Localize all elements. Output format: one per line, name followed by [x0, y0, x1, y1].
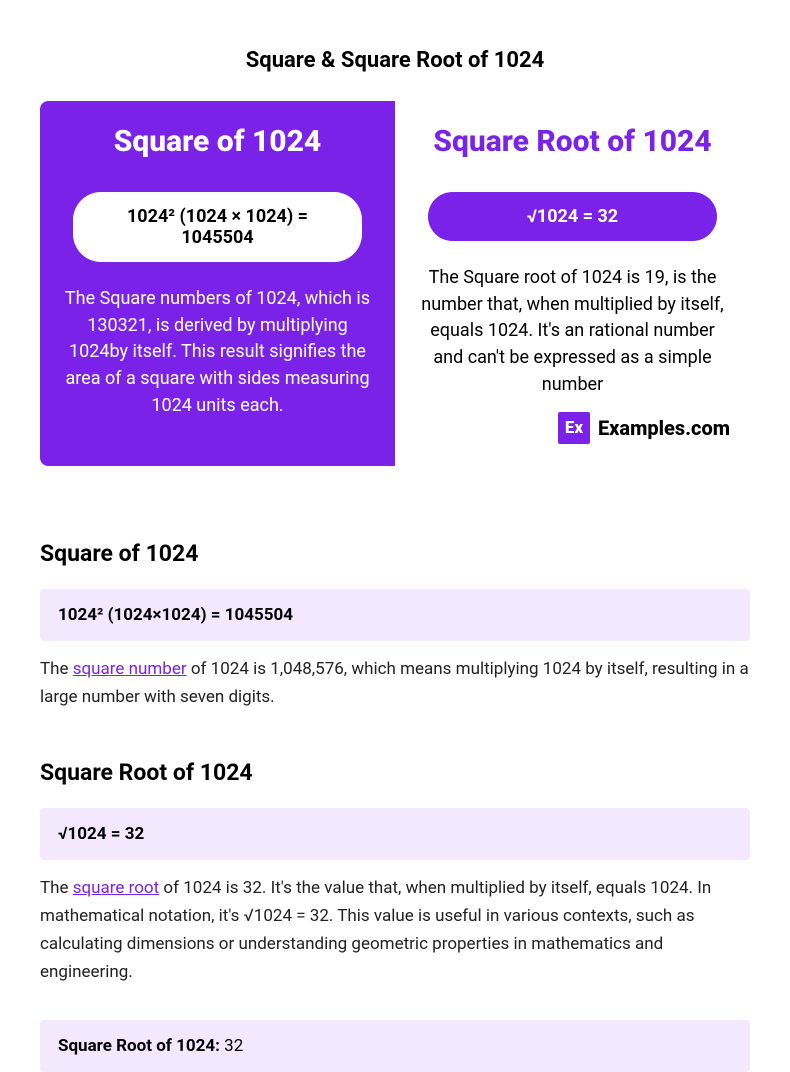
square-section: Square of 1024 1024² (1024×1024) = 10455… — [40, 540, 750, 711]
square-highlight-box: 1024² (1024×1024) = 1045504 — [40, 589, 750, 641]
root-result-label: Square Root of 1024: — [58, 1036, 224, 1056]
square-card: Square of 1024 1024² (1024 × 1024) = 104… — [40, 101, 395, 466]
root-section-heading: Square Root of 1024 — [40, 759, 750, 786]
page-title: Square & Square Root of 1024 — [40, 48, 750, 73]
square-root-link[interactable]: square root — [73, 878, 159, 898]
brand-row: Ex Examples.com — [415, 412, 730, 444]
root-body-before: The — [40, 878, 73, 898]
root-formula-pill: √1024 = 32 — [428, 192, 718, 241]
root-section: Square Root of 1024 √1024 = 32 The squar… — [40, 759, 750, 1072]
root-card: Square Root of 1024 √1024 = 32 The Squar… — [395, 101, 750, 466]
root-result-box: Square Root of 1024: 32 — [40, 1020, 750, 1072]
square-formula-pill: 1024² (1024 × 1024) = 1045504 — [73, 192, 363, 262]
root-highlight-box: √1024 = 32 — [40, 808, 750, 860]
cards-container: Square of 1024 1024² (1024 × 1024) = 104… — [40, 101, 750, 466]
square-section-heading: Square of 1024 — [40, 540, 750, 567]
brand-text: Examples.com — [598, 416, 730, 440]
root-result-value: 32 — [224, 1036, 243, 1056]
root-card-title: Square Root of 1024 — [433, 125, 711, 158]
square-card-desc: The Square numbers of 1024, which is 130… — [60, 286, 375, 419]
square-body-text: The square number of 1024 is 1,048,576, … — [40, 655, 750, 711]
square-body-before: The — [40, 659, 73, 679]
square-card-title: Square of 1024 — [114, 125, 321, 158]
square-number-link[interactable]: square number — [73, 659, 187, 679]
root-body-text: The square root of 1024 is 32. It's the … — [40, 874, 750, 986]
root-card-desc: The Square root of 1024 is 19, is the nu… — [415, 265, 730, 398]
brand-badge-icon: Ex — [558, 412, 590, 444]
